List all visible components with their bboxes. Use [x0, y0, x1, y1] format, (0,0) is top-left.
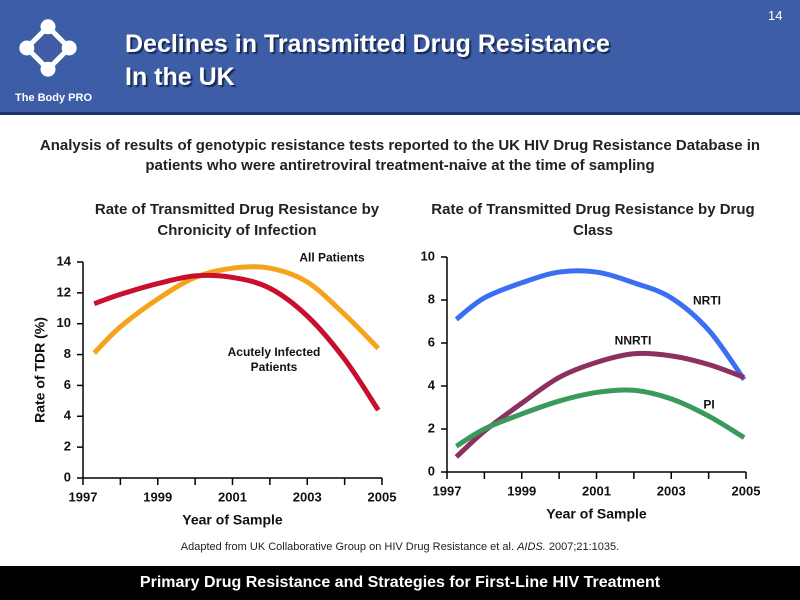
y-tick-label: 2	[64, 439, 71, 454]
series-line	[454, 350, 745, 459]
citation-journal: AIDS.	[517, 541, 546, 553]
x-tick-label: 2005	[368, 489, 397, 504]
series-label: NNRTI	[614, 333, 652, 348]
footer: Primary Drug Resistance and Strategies f…	[0, 566, 800, 600]
y-tick-label: 10	[421, 248, 435, 263]
charts: 0 2 4 6 8 10 12 14 1997 1999 2001 2003 2005 Year of S…	[32, 248, 761, 528]
x-tick-label: 1999	[507, 483, 536, 498]
series-line	[455, 387, 746, 449]
y-tick-label: 0	[64, 469, 71, 484]
y-tick-label: 6	[428, 334, 435, 349]
x-tick-label: 2001	[582, 483, 611, 498]
intro-text: Analysis of results of genotypic resista…	[39, 137, 761, 174]
x-axis-label: Year of Sample	[546, 506, 647, 522]
series-label: PI	[703, 397, 715, 412]
series-label: Acutely Infected Patients	[227, 345, 321, 374]
series-label: NRTI	[693, 293, 721, 308]
y-tick-label: 2	[428, 420, 435, 435]
y-tick-label: 14	[57, 253, 72, 268]
y-tick-label: 12	[57, 284, 71, 299]
citation-details: 2007;21:1035.	[548, 541, 620, 553]
chart-title: Rate of Transmitted Drug Resistance by C…	[94, 201, 380, 239]
y-tick-label: 0	[428, 463, 435, 478]
series-line	[92, 264, 381, 355]
citation: Adapted from UK Collaborative Group on H…	[0, 541, 800, 553]
slide-title: In the UK	[125, 63, 235, 91]
x-tick-label: 2003	[293, 489, 322, 504]
citation-text: Adapted from UK Collaborative Group on H…	[180, 541, 514, 553]
slide-title: Declines in Transmitted Drug Resistance	[125, 30, 610, 58]
x-tick-label: 1997	[69, 489, 98, 504]
x-tick-label: 1999	[143, 489, 172, 504]
y-tick-label: 4	[64, 408, 72, 423]
y-tick-label: 10	[57, 315, 71, 330]
x-tick-label: 2001	[218, 489, 247, 504]
y-tick-label: 4	[428, 377, 436, 392]
series-label: All Patients	[299, 250, 365, 265]
header-bar: The Body PRO Declines in Transmitted Dru…	[0, 0, 800, 115]
y-tick-label: 8	[64, 346, 71, 361]
y-tick-label: 6	[64, 377, 71, 392]
logo	[19, 19, 77, 77]
page-number: 14	[768, 8, 783, 23]
series-line	[93, 272, 381, 412]
x-axis-label: Year of Sample	[182, 512, 283, 528]
x-tick-label: 2003	[657, 483, 686, 498]
x-tick-label: 1997	[433, 483, 462, 498]
y-axis-label: Rate of TDR (%)	[32, 317, 48, 423]
chart-title: Rate of Transmitted Drug Resistance by D…	[431, 201, 755, 239]
logo-text: The Body PRO	[15, 92, 93, 104]
series-line	[454, 268, 747, 382]
x-tick-label: 2005	[732, 483, 761, 498]
y-tick-label: 8	[428, 291, 435, 306]
